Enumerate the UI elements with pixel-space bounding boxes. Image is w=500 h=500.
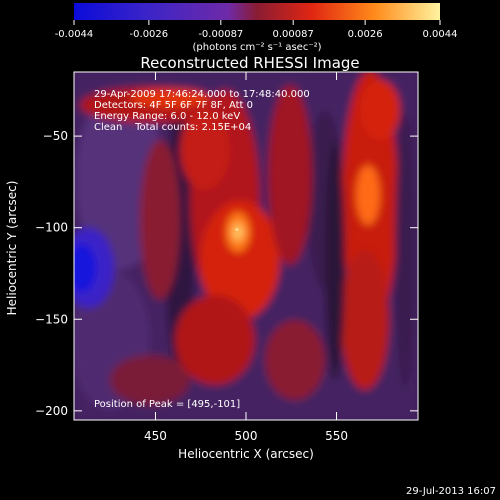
colorbar-tick-label: 0.0044	[423, 29, 458, 40]
annotation-energy-range: Energy Range: 6.0 - 12.0 keV	[94, 111, 240, 122]
annotation-time-range: 29-Apr-2009 17:46:24.000 to 17:48:40.000	[94, 89, 310, 100]
annotations: 29-Apr-2009 17:46:24.000 to 17:48:40.000…	[94, 89, 310, 410]
x-axis-label: Heliocentric X (arcsec)	[178, 447, 314, 461]
peak-marker-layer	[235, 228, 239, 232]
annotation-method-counts: Clean Total counts: 2.15E+04	[94, 122, 251, 133]
y-axis-label: Heliocentric Y (arcsec)	[5, 181, 19, 316]
y-tick-label: −100	[35, 221, 68, 235]
axis-ticks: 450 500 550 −50 −100 −150 −200	[35, 72, 418, 443]
x-tick-label: 550	[325, 429, 348, 443]
chart-title: Reconstructed RHESSI Image	[140, 54, 359, 72]
colorbar-ticks: -0.0044 -0.0026 -0.00087 0.00087 0.0026 0.004…	[55, 20, 458, 40]
annotation-detectors: Detectors: 4F 5F 6F 7F 8F, Att 0	[94, 100, 253, 111]
colorbar-gradient	[74, 3, 440, 20]
colorbar-unit-label: (photons cm⁻² s⁻¹ asec⁻²)	[192, 42, 321, 53]
colorbar-tick-label: 0.00087	[273, 29, 314, 40]
colorbar: -0.0044 -0.0026 -0.00087 0.00087 0.0026 0.004…	[55, 3, 458, 53]
x-tick-label: 450	[144, 429, 167, 443]
colorbar-tick-label: -0.00087	[198, 29, 243, 40]
y-tick-label: −150	[35, 312, 68, 326]
plot-area: 450 500 550 −50 −100 −150 −200	[35, 71, 419, 443]
heatmap-image	[74, 72, 418, 420]
colorbar-tick-label: 0.0026	[348, 29, 383, 40]
annotation-peak: Position of Peak = [495,-101]	[94, 399, 240, 410]
y-tick-label: −200	[35, 404, 68, 418]
peak-point	[235, 228, 239, 232]
colorbar-tick-label: -0.0026	[130, 29, 169, 40]
footer-timestamp: 29-Jul-2013 16:07	[406, 486, 496, 497]
colorbar-tick-label: -0.0044	[55, 29, 94, 40]
y-tick-label: −50	[43, 129, 68, 143]
x-tick-label: 500	[235, 429, 258, 443]
